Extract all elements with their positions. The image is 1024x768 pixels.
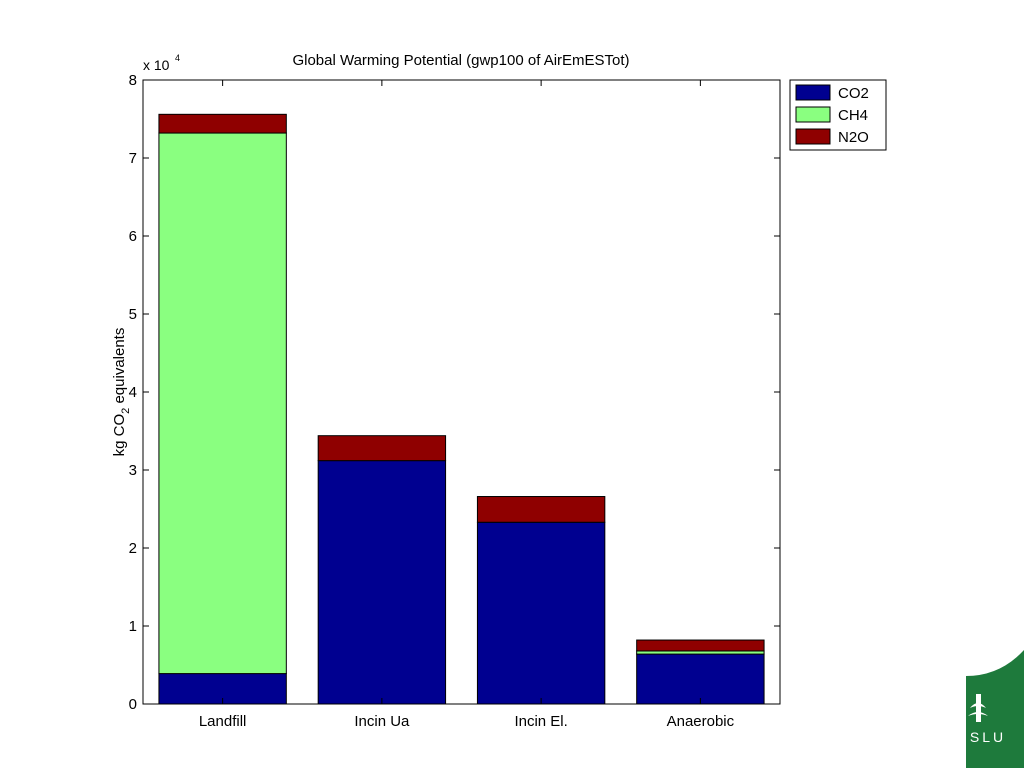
y-multiplier-exponent: 4 bbox=[175, 53, 180, 63]
bar-segment-co2 bbox=[317, 460, 447, 705]
y-axis-label-prefix: kg CO bbox=[111, 414, 128, 457]
y-tick-label: 2 bbox=[129, 540, 137, 557]
chart-title: Global Warming Potential (gwp100 of AirE… bbox=[292, 52, 629, 69]
bar-segment-n2o bbox=[636, 639, 765, 652]
y-multiplier-base: x 10 bbox=[143, 57, 170, 73]
y-axis-label-suffix: equivalents bbox=[111, 328, 128, 408]
legend-label: CH4 bbox=[838, 107, 868, 124]
x-tick-label: Incin Ua bbox=[354, 713, 410, 730]
y-multiplier: x 10 4 bbox=[143, 53, 180, 73]
y-axis-label: kg CO2 equivalents bbox=[111, 328, 132, 457]
y-tick-label: 7 bbox=[129, 150, 137, 167]
legend-label: CO2 bbox=[838, 85, 869, 102]
bar-segment-n2o bbox=[476, 496, 606, 523]
y-tick-label: 6 bbox=[129, 228, 137, 245]
legend-swatch bbox=[795, 106, 831, 123]
y-tick-label: 5 bbox=[129, 306, 137, 323]
slu-logo: SLU bbox=[966, 650, 1024, 768]
bar-segment-co2 bbox=[476, 521, 606, 705]
bar-segment-co2 bbox=[636, 653, 765, 705]
legend-swatch bbox=[795, 128, 831, 145]
x-tick-label: Anaerobic bbox=[667, 713, 735, 730]
y-tick-label: 0 bbox=[129, 696, 137, 713]
bar-stack bbox=[158, 113, 287, 705]
legend-label: N2O bbox=[838, 129, 869, 146]
y-axis-label-subscript: 2 bbox=[120, 408, 132, 414]
bar-stack bbox=[317, 435, 447, 705]
legend-swatch bbox=[795, 84, 831, 101]
x-tick-label: Landfill bbox=[199, 713, 247, 730]
bar-segment-n2o bbox=[158, 113, 287, 134]
logo-text: SLU bbox=[970, 729, 1006, 745]
bar-stack bbox=[636, 639, 765, 705]
plot-area: Landfill Incin Ua Incin El. Anaerobic 0 1 2 3 4 5… bbox=[129, 72, 781, 730]
bar-segment-ch4 bbox=[158, 132, 287, 675]
logo-background-shape bbox=[966, 650, 1024, 768]
leaf-icon bbox=[968, 694, 988, 722]
y-tick-label: 4 bbox=[129, 384, 137, 401]
y-tick-label: 1 bbox=[129, 618, 137, 635]
bar-stack bbox=[476, 496, 606, 705]
y-tick-label: 3 bbox=[129, 462, 137, 479]
x-tick-label: Incin El. bbox=[514, 713, 567, 730]
y-tick-label: 8 bbox=[129, 72, 137, 89]
legend: CO2 CH4 N2O bbox=[789, 79, 887, 151]
axes-box bbox=[142, 79, 781, 705]
bar-segment-n2o bbox=[317, 435, 447, 462]
